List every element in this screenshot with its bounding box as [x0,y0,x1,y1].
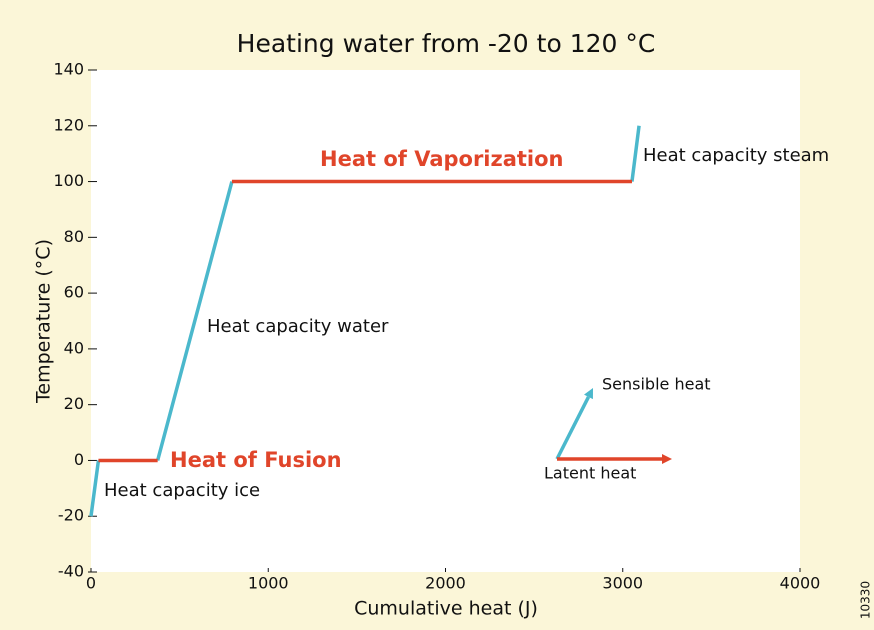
x-tick-label: 4000 [780,574,821,593]
y-tick-label: 80 [64,227,84,246]
legend-arrowhead [584,388,593,400]
annotation: Heat capacity ice [104,480,260,501]
legend-arrow [555,396,591,460]
y-tick-label: 20 [64,394,84,413]
series-line [89,125,641,517]
x-tick-label: 1000 [248,574,289,593]
legend-arrowhead [662,454,672,464]
annotation: Heat capacity steam [643,145,829,166]
y-axis-label: Temperature (°C) [33,239,55,404]
y-tick-label: 40 [64,338,84,357]
x-axis-label: Cumulative heat (J) [354,598,538,620]
y-tick-label: 0 [74,450,84,469]
y-tick-label: 120 [53,115,84,134]
y-tick-label: 140 [53,60,84,79]
y-tick-label: -40 [58,562,84,581]
x-tick-label: 2000 [425,574,466,593]
y-tick-label: -20 [58,506,84,525]
plot-area [91,70,800,572]
annotation: Heat of Fusion [170,448,342,472]
figure-id: 10330 [859,581,873,619]
series-line [98,179,632,463]
annotation: Heat capacity water [207,316,389,337]
y-tick-label: 60 [64,283,84,302]
chart-title: Heating water from -20 to 120 °C [237,29,656,58]
annotation: Heat of Vaporization [320,147,564,171]
x-tick-label: 3000 [602,574,643,593]
legend-label: Latent heat [544,464,636,483]
legend-label: Sensible heat [602,375,711,394]
x-tick-label: 0 [86,574,96,593]
y-tick-label: 100 [53,171,84,190]
